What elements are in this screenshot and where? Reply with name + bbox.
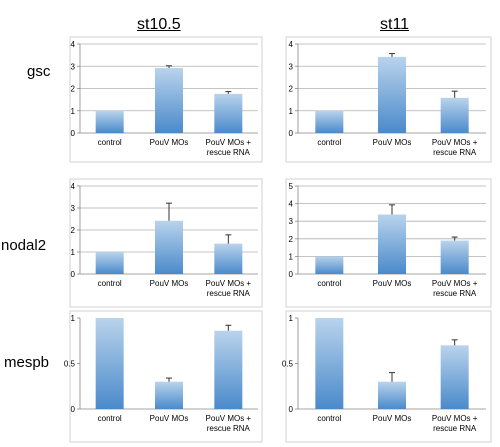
bar-2: [378, 56, 406, 133]
bar-1: [315, 318, 344, 409]
bar-3: [214, 243, 243, 274]
category-label: PouV MOs: [150, 279, 189, 288]
y-tick-label: 0: [71, 129, 76, 138]
y-tick-label: 3: [71, 62, 76, 71]
chart-gsc-st11: 0 1 2 3 4 control PouV MOs PouV MOs + rescue RNA: [285, 36, 492, 163]
category-label: control: [317, 138, 341, 147]
y-tick-label: 1: [71, 107, 76, 116]
category-label: PouV MOs: [373, 414, 412, 423]
bar-2: [155, 381, 183, 409]
row-label-mespb: mespb: [4, 354, 50, 371]
panel-frame: [285, 36, 492, 163]
y-tick-label: 4: [71, 40, 76, 49]
y-tick-label: 0: [71, 270, 76, 279]
category-label: PouV MOs + rescue RNA: [206, 138, 252, 157]
category-label: control: [317, 279, 341, 288]
panel-frame: [69, 310, 263, 443]
y-tick-label: 2: [289, 235, 294, 244]
category-label: PouV MOs + rescue RNA: [432, 279, 478, 298]
chart-gsc-st10-5: 0 1 2 3 4 control PouV MOs PouV MOs + rescue RNA: [69, 36, 263, 163]
panel-frame: [69, 178, 263, 308]
column-title-st10-5: st10.5: [137, 16, 181, 33]
bar-3: [214, 330, 243, 409]
y-tick-label: 0: [71, 405, 76, 414]
chart-nodal2-st11: 0 1 2 3 4 5 control PouV MOs PouV MOs + rescue RN…: [285, 178, 492, 308]
chart-mespb-st10-5: 0 0.5 1 control PouV MOs PouV MOs + rescue RNA: [64, 310, 263, 443]
category-label: control: [98, 138, 122, 147]
y-tick-label: 0: [289, 270, 294, 279]
category-label: PouV MOs + rescue RNA: [432, 138, 478, 157]
y-tick-label: 4: [289, 200, 294, 209]
y-tick-label: 0.5: [282, 360, 294, 369]
bar-1: [95, 110, 124, 133]
panel-frame: [69, 36, 263, 163]
bar-3: [440, 240, 469, 274]
bar-3: [214, 93, 243, 133]
y-tick-label: 1: [289, 252, 294, 261]
y-tick-label: 3: [289, 217, 294, 226]
y-tick-label: 2: [71, 226, 76, 235]
bar-1: [315, 110, 344, 133]
chart-mespb-st11: 0 0.5 1 control PouV MOs PouV MOs + rescue RNA: [282, 310, 492, 443]
y-tick-label: 5: [289, 182, 294, 191]
column-title-st11: st11: [380, 16, 410, 33]
y-tick-label: 3: [289, 62, 294, 71]
y-tick-label: 1: [289, 314, 294, 323]
panel-frame: [285, 310, 492, 443]
bar-3: [440, 345, 469, 409]
y-tick-label: 2: [289, 85, 294, 94]
y-tick-label: 0: [289, 129, 294, 138]
bar-1: [315, 256, 344, 274]
bar-1: [95, 252, 124, 274]
bar-2: [378, 381, 406, 409]
y-tick-label: 3: [71, 204, 76, 213]
bar-1: [95, 318, 124, 409]
category-label: PouV MOs: [150, 138, 189, 147]
row-label-gsc: gsc: [27, 63, 51, 80]
category-label: control: [317, 414, 341, 423]
category-label: PouV MOs + rescue RNA: [206, 279, 252, 298]
y-tick-label: 4: [71, 182, 76, 191]
y-tick-label: 0.5: [64, 360, 76, 369]
bar-2: [378, 214, 406, 274]
y-tick-label: 4: [289, 40, 294, 49]
category-label: PouV MOs + rescue RNA: [206, 414, 252, 433]
y-tick-label: 0: [289, 405, 294, 414]
panel-frame: [285, 178, 492, 308]
category-label: PouV MOs: [373, 138, 412, 147]
row-label-nodal2: nodal2: [1, 237, 47, 254]
category-label: PouV MOs + rescue RNA: [432, 414, 478, 433]
y-tick-label: 1: [71, 248, 76, 257]
y-tick-label: 2: [71, 85, 76, 94]
category-label: PouV MOs: [150, 414, 189, 423]
bar-2: [155, 220, 183, 274]
category-label: control: [98, 414, 122, 423]
bar-2: [155, 68, 183, 133]
y-tick-label: 1: [71, 314, 76, 323]
chart-nodal2-st10-5: 0 1 2 3 4 control PouV MOs PouV MOs + rescue RNA: [69, 178, 263, 308]
category-label: control: [98, 279, 122, 288]
category-label: PouV MOs: [373, 279, 412, 288]
bar-3: [440, 97, 469, 133]
y-tick-label: 1: [289, 107, 294, 116]
